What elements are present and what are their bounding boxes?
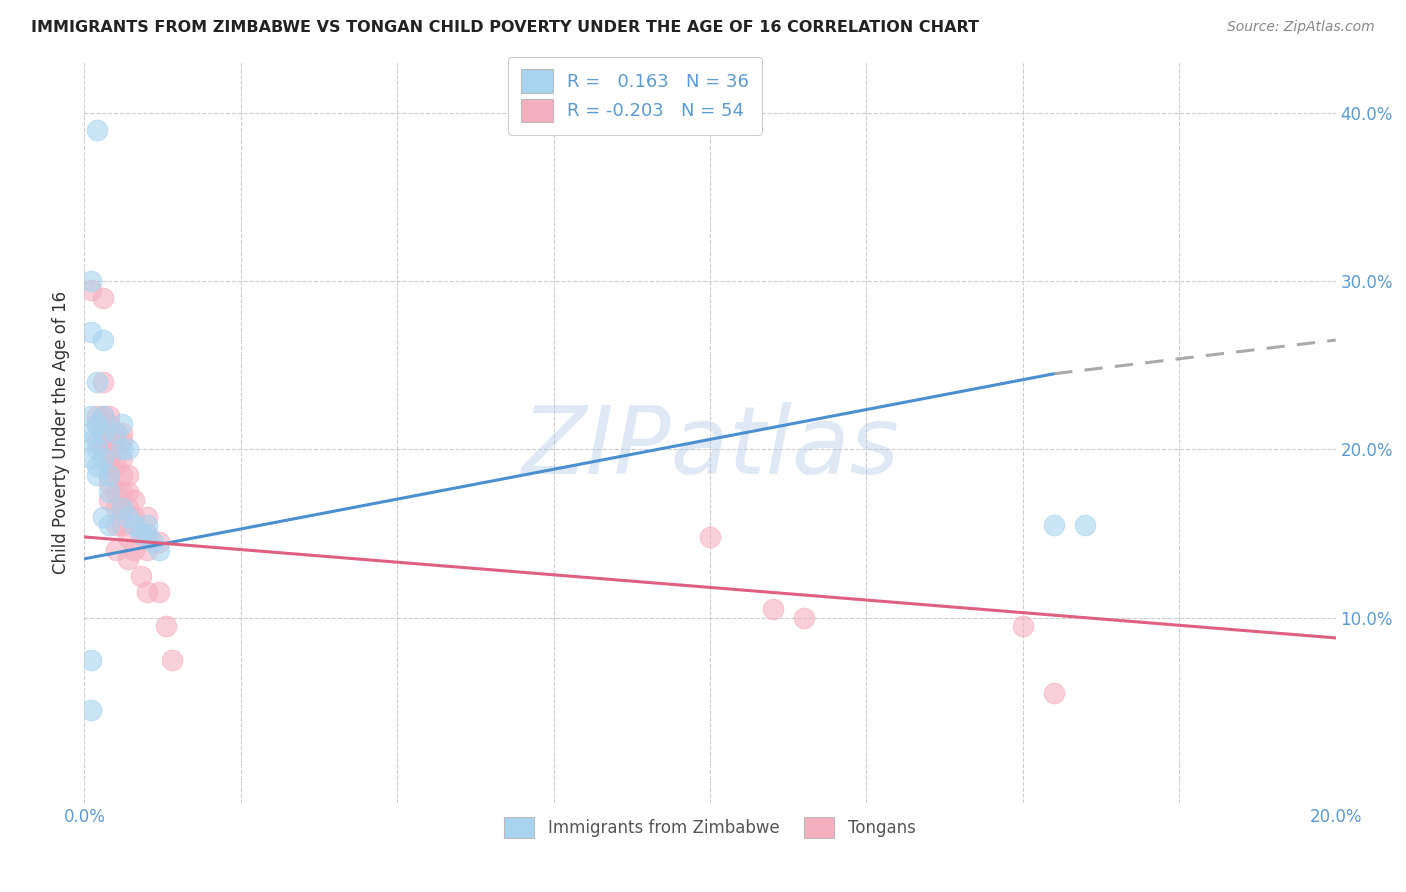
- Point: [104, 425, 127, 440]
- Point: [1043, 686, 1066, 700]
- Point: [111, 425, 134, 440]
- Point: [91, 409, 114, 423]
- Point: [793, 610, 815, 624]
- Point: [98, 409, 121, 423]
- Point: [762, 602, 785, 616]
- Point: [148, 585, 170, 599]
- Point: [129, 568, 152, 582]
- Legend: Immigrants from Zimbabwe, Tongans: Immigrants from Zimbabwe, Tongans: [492, 805, 928, 850]
- Point: [86, 442, 108, 457]
- Point: [91, 434, 114, 448]
- Point: [98, 434, 121, 448]
- Text: IMMIGRANTS FROM ZIMBABWE VS TONGAN CHILD POVERTY UNDER THE AGE OF 16 CORRELATION: IMMIGRANTS FROM ZIMBABWE VS TONGAN CHILD…: [31, 20, 979, 35]
- Point: [111, 434, 134, 448]
- Point: [136, 526, 159, 541]
- Y-axis label: Child Poverty Under the Age of 16: Child Poverty Under the Age of 16: [52, 291, 70, 574]
- Point: [136, 585, 159, 599]
- Point: [129, 526, 152, 541]
- Point: [104, 459, 127, 474]
- Point: [86, 122, 108, 136]
- Point: [86, 459, 108, 474]
- Text: ZIPatlas: ZIPatlas: [522, 402, 898, 493]
- Point: [117, 442, 139, 457]
- Point: [117, 467, 139, 482]
- Point: [98, 417, 121, 432]
- Point: [699, 530, 721, 544]
- Point: [111, 450, 134, 465]
- Point: [111, 442, 134, 457]
- Point: [79, 703, 101, 717]
- Point: [117, 501, 139, 516]
- Point: [79, 425, 101, 440]
- Point: [79, 434, 101, 448]
- Point: [136, 526, 159, 541]
- Point: [98, 476, 121, 491]
- Point: [91, 333, 114, 347]
- Point: [91, 409, 114, 423]
- Point: [129, 526, 152, 541]
- Point: [86, 434, 108, 448]
- Point: [91, 450, 114, 465]
- Point: [124, 509, 146, 524]
- Point: [91, 291, 114, 305]
- Point: [104, 543, 127, 558]
- Point: [111, 417, 134, 432]
- Point: [86, 467, 108, 482]
- Point: [104, 442, 127, 457]
- Point: [104, 518, 127, 533]
- Point: [91, 425, 114, 440]
- Point: [111, 518, 134, 533]
- Point: [104, 425, 127, 440]
- Point: [1043, 518, 1066, 533]
- Point: [124, 518, 146, 533]
- Point: [104, 501, 127, 516]
- Point: [111, 501, 134, 516]
- Point: [86, 417, 108, 432]
- Point: [98, 459, 121, 474]
- Point: [136, 509, 159, 524]
- Point: [79, 653, 101, 667]
- Point: [111, 467, 134, 482]
- Text: Source: ZipAtlas.com: Source: ZipAtlas.com: [1227, 20, 1375, 34]
- Point: [136, 518, 159, 533]
- Point: [79, 409, 101, 423]
- Point: [111, 484, 134, 499]
- Point: [86, 417, 108, 432]
- Point: [86, 409, 108, 423]
- Point: [79, 325, 101, 339]
- Point: [1074, 518, 1097, 533]
- Point: [148, 543, 170, 558]
- Point: [98, 467, 121, 482]
- Point: [111, 501, 134, 516]
- Point: [98, 450, 121, 465]
- Point: [98, 492, 121, 507]
- Point: [160, 653, 183, 667]
- Point: [104, 484, 127, 499]
- Point: [117, 530, 139, 544]
- Point: [124, 492, 146, 507]
- Point: [98, 484, 121, 499]
- Point: [117, 551, 139, 566]
- Point: [98, 467, 121, 482]
- Point: [148, 535, 170, 549]
- Point: [136, 543, 159, 558]
- Point: [91, 442, 114, 457]
- Point: [1012, 619, 1035, 633]
- Point: [79, 450, 101, 465]
- Point: [91, 375, 114, 389]
- Point: [79, 283, 101, 297]
- Point: [142, 535, 165, 549]
- Point: [79, 274, 101, 288]
- Point: [98, 518, 121, 533]
- Point: [117, 509, 139, 524]
- Point: [91, 509, 114, 524]
- Point: [86, 375, 108, 389]
- Point: [124, 543, 146, 558]
- Point: [155, 619, 177, 633]
- Point: [117, 484, 139, 499]
